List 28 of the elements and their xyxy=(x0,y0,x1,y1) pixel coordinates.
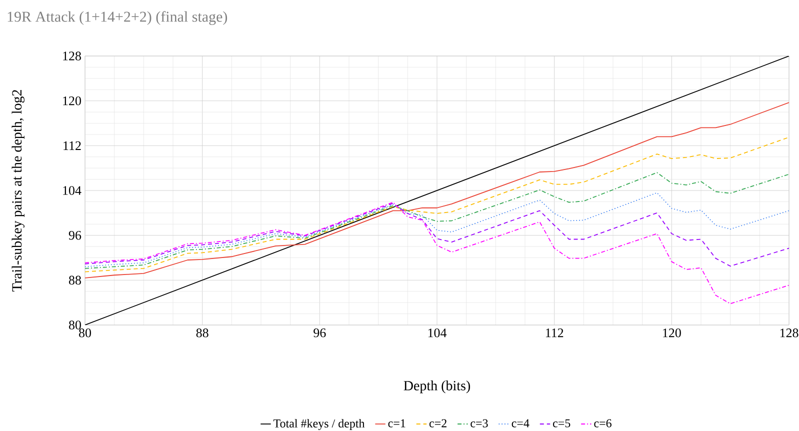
y-tick-label: 80 xyxy=(68,320,81,330)
legend-label: c=2 xyxy=(429,419,446,428)
line-series xyxy=(85,202,790,304)
legend-label: c=1 xyxy=(388,419,406,428)
x-tick-label: 104 xyxy=(428,328,447,338)
legend-label: Total #keys / depth xyxy=(273,419,365,430)
line-series xyxy=(85,136,790,272)
y-tick-label: 112 xyxy=(64,141,81,150)
x-tick-label: 120 xyxy=(663,328,681,338)
x-tick-label: 128 xyxy=(780,328,798,338)
x-tick-label: 112 xyxy=(546,328,564,338)
y-tick-label: 88 xyxy=(68,276,81,285)
y-axis-title: Trail-subkey pairs at the depth, log2 xyxy=(12,90,24,292)
y-tick-label: 104 xyxy=(63,186,82,195)
legend-label: c=5 xyxy=(553,419,570,428)
line-series xyxy=(85,172,790,269)
x-tick-label: 96 xyxy=(314,328,326,338)
legend-label: c=6 xyxy=(594,419,612,428)
legend-label: c=3 xyxy=(470,419,488,428)
x-tick-label: 88 xyxy=(196,328,208,338)
chart-title: 19R Attack (1+14+2+2) (final stage) xyxy=(8,11,228,25)
legend-label: c=4 xyxy=(512,419,530,428)
y-tick-label: 120 xyxy=(63,96,81,106)
y-tick-label: 96 xyxy=(68,230,82,240)
y-tick-label: 128 xyxy=(63,52,81,60)
line-series xyxy=(85,102,790,278)
x-axis-title: Depth (bits) xyxy=(404,380,470,394)
x-tick-label: 80 xyxy=(79,328,91,338)
